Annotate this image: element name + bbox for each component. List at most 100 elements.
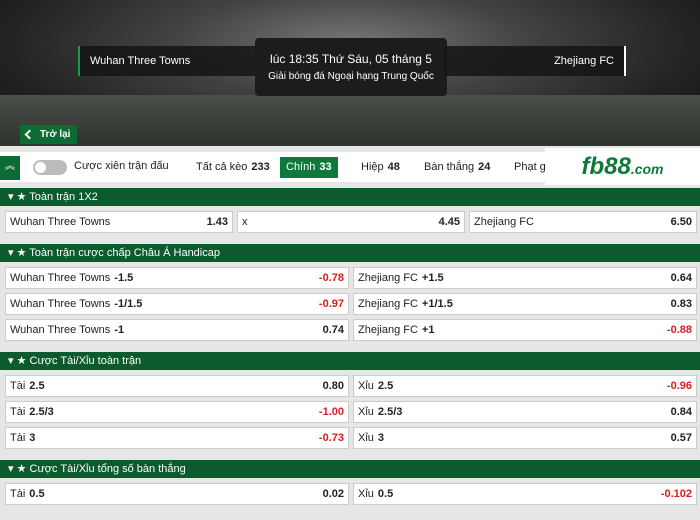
odds: 6.50 — [670, 216, 692, 228]
collapse-button[interactable]: ︽ — [0, 156, 20, 180]
odds: -0.88 — [666, 324, 692, 336]
odds-cell[interactable]: Zhejiang FC +1.5 0.64 — [353, 267, 697, 289]
section-header[interactable]: ▾ ★ Cược Tài/Xỉu tổng số bàn thắng — [0, 460, 700, 478]
section-header[interactable]: ▾ ★ Cược Tài/Xỉu toàn trận — [0, 352, 700, 370]
handicap-line: -1.5 — [114, 272, 134, 284]
odds: 0.80 — [322, 380, 344, 392]
tab[interactable]: Tất cả kèo 233 — [190, 157, 276, 178]
handicap-line: 0.5 — [29, 488, 45, 500]
selection-label: Zhejiang FC — [358, 272, 418, 284]
odds-cell[interactable]: Zhejiang FC 6.50 — [469, 211, 697, 233]
selection: Xỉu 2.5 — [358, 376, 393, 396]
odds: 0.83 — [670, 298, 692, 310]
handicap-line: 3 — [29, 432, 36, 444]
odds: -1.00 — [318, 406, 344, 418]
odds-cell[interactable]: Tài 0.5 0.02 — [5, 483, 349, 505]
odds-cell[interactable]: Wuhan Three Towns -1 0.74 — [5, 319, 349, 341]
tab-label: Chính — [286, 161, 316, 173]
odds-cell[interactable]: Xỉu 0.5 -0.102 — [353, 483, 697, 505]
handicap-line: 3 — [377, 432, 385, 444]
odds: 4.45 — [438, 216, 460, 228]
odds: 0.74 — [322, 324, 344, 336]
odds-cell[interactable]: Wuhan Three Towns -1/1.5 -0.97 — [5, 293, 349, 315]
league: Giải bóng đá Ngoại hạng Trung Quốc — [268, 71, 434, 82]
section-header[interactable]: ▾ ★ Toàn trận cược chấp Châu Á Handicap — [0, 244, 700, 262]
selection-label: Xỉu — [358, 488, 374, 500]
odds-row: Wuhan Three Towns -1.5 -0.78 Zhejiang FC +1.… — [0, 267, 700, 289]
odds-row: Wuhan Three Towns -1/1.5 -0.97 Zhejiang FC +… — [0, 293, 700, 315]
selection-label: Xỉu — [358, 432, 374, 444]
tab-label: Bàn thắng — [424, 161, 475, 173]
handicap-line: -1 — [114, 324, 125, 336]
odds-cell[interactable]: Tài 2.5 0.80 — [5, 375, 349, 397]
odds-cell[interactable]: Tài 3 -0.73 — [5, 427, 349, 449]
pitch — [0, 95, 700, 146]
back-button[interactable]: Trở lại — [20, 125, 77, 144]
section-icon: ▾ ★ — [8, 191, 30, 203]
selection: Wuhan Three Towns -1 — [10, 320, 124, 340]
selection: Tài 2.5/3 — [10, 402, 54, 422]
market-section: ▾ ★ Toàn trận 1X2 Wuhan Three Towns 1.43 x 4… — [0, 188, 700, 233]
odds-cell[interactable]: Xỉu 2.5/3 0.84 — [353, 401, 697, 423]
selection: Xỉu 3 — [358, 428, 384, 448]
selection: Tài 3 — [10, 428, 35, 448]
odds-cell[interactable]: Wuhan Three Towns -1.5 -0.78 — [5, 267, 349, 289]
selection-label: Wuhan Three Towns — [10, 272, 111, 284]
handicap-line: 2.5 — [377, 380, 394, 392]
odds-cell[interactable]: Zhejiang FC +1 -0.88 — [353, 319, 697, 341]
tab-count: 48 — [387, 161, 400, 173]
handicap-line: -1/1.5 — [114, 298, 143, 310]
selection-label: x — [242, 216, 248, 228]
parlay-toggle[interactable] — [33, 160, 67, 175]
odds: -0.97 — [318, 298, 344, 310]
selection-label: Wuhan Three Towns — [10, 216, 111, 228]
tab-count: 233 — [251, 161, 270, 173]
odds-row: Tài 3 -0.73 Xỉu 3 0.57 — [0, 427, 700, 449]
logo-name: fb88 — [581, 153, 631, 180]
selection-label: Xỉu — [358, 380, 374, 392]
odds: -0.96 — [666, 380, 692, 392]
section-header[interactable]: ▾ ★ Toàn trận 1X2 — [0, 188, 700, 206]
odds-cell[interactable]: Xỉu 3 0.57 — [353, 427, 697, 449]
selection: x — [242, 212, 248, 232]
selection: Tài 2.5 — [10, 376, 45, 396]
odds-cell[interactable]: Wuhan Three Towns 1.43 — [5, 211, 233, 233]
handicap-line: 2.5/3 — [29, 406, 54, 418]
away-team: Zhejiang FC — [444, 46, 626, 76]
section-icon: ▾ ★ — [8, 247, 30, 259]
tab-label: Hiệp — [361, 161, 384, 173]
section-title: Cược Tài/Xỉu toàn trận — [29, 355, 142, 367]
markets: ▾ ★ Toàn trận 1X2 Wuhan Three Towns 1.43 x 4… — [0, 188, 700, 516]
odds-cell[interactable]: Xỉu 2.5 -0.96 — [353, 375, 697, 397]
logo: fb88.com — [545, 148, 700, 185]
selection: Wuhan Three Towns -1.5 — [10, 268, 133, 288]
selection-label: Zhejiang FC — [358, 324, 418, 336]
selection: Zhejiang FC +1 — [358, 320, 434, 340]
tab[interactable]: Bàn thắng 24 — [418, 157, 496, 178]
odds: 0.02 — [322, 488, 344, 500]
market-section: ▾ ★ Cược Tài/Xỉu tổng số bàn thắng Tài 0.5… — [0, 460, 700, 505]
selection-label: Xỉu — [358, 406, 374, 418]
handicap-line: +1/1.5 — [421, 298, 453, 310]
section-title: Toàn trận 1X2 — [29, 191, 98, 203]
tab[interactable]: Hiệp 48 — [355, 157, 406, 178]
odds-cell[interactable]: Tài 2.5/3 -1.00 — [5, 401, 349, 423]
odds: 0.84 — [670, 406, 692, 418]
odds-cell[interactable]: Zhejiang FC +1/1.5 0.83 — [353, 293, 697, 315]
tab[interactable]: Chính 33 — [280, 157, 338, 178]
odds: 0.57 — [670, 432, 692, 444]
odds-cell[interactable]: x 4.45 — [237, 211, 465, 233]
odds-row: Wuhan Three Towns -1 0.74 Zhejiang FC +1 -0.8… — [0, 319, 700, 341]
handicap-line: +1 — [421, 324, 435, 336]
selection-label: Tài — [10, 488, 26, 500]
selection: Tài 0.5 — [10, 484, 45, 504]
odds-row: Tài 2.5/3 -1.00 Xỉu 2.5/3 0.84 — [0, 401, 700, 423]
tab-count: 24 — [478, 161, 491, 173]
match-banner: Wuhan Three Towns lúc 18:35 Thứ Sáu, 05 … — [0, 0, 700, 146]
odds-row: Tài 2.5 0.80 Xỉu 2.5 -0.96 — [0, 375, 700, 397]
odds: -0.78 — [318, 272, 344, 284]
tab-label: Tất cả kèo — [196, 161, 248, 173]
tab[interactable]: Phạt gó — [508, 157, 558, 178]
logo-domain: .com — [630, 161, 664, 177]
